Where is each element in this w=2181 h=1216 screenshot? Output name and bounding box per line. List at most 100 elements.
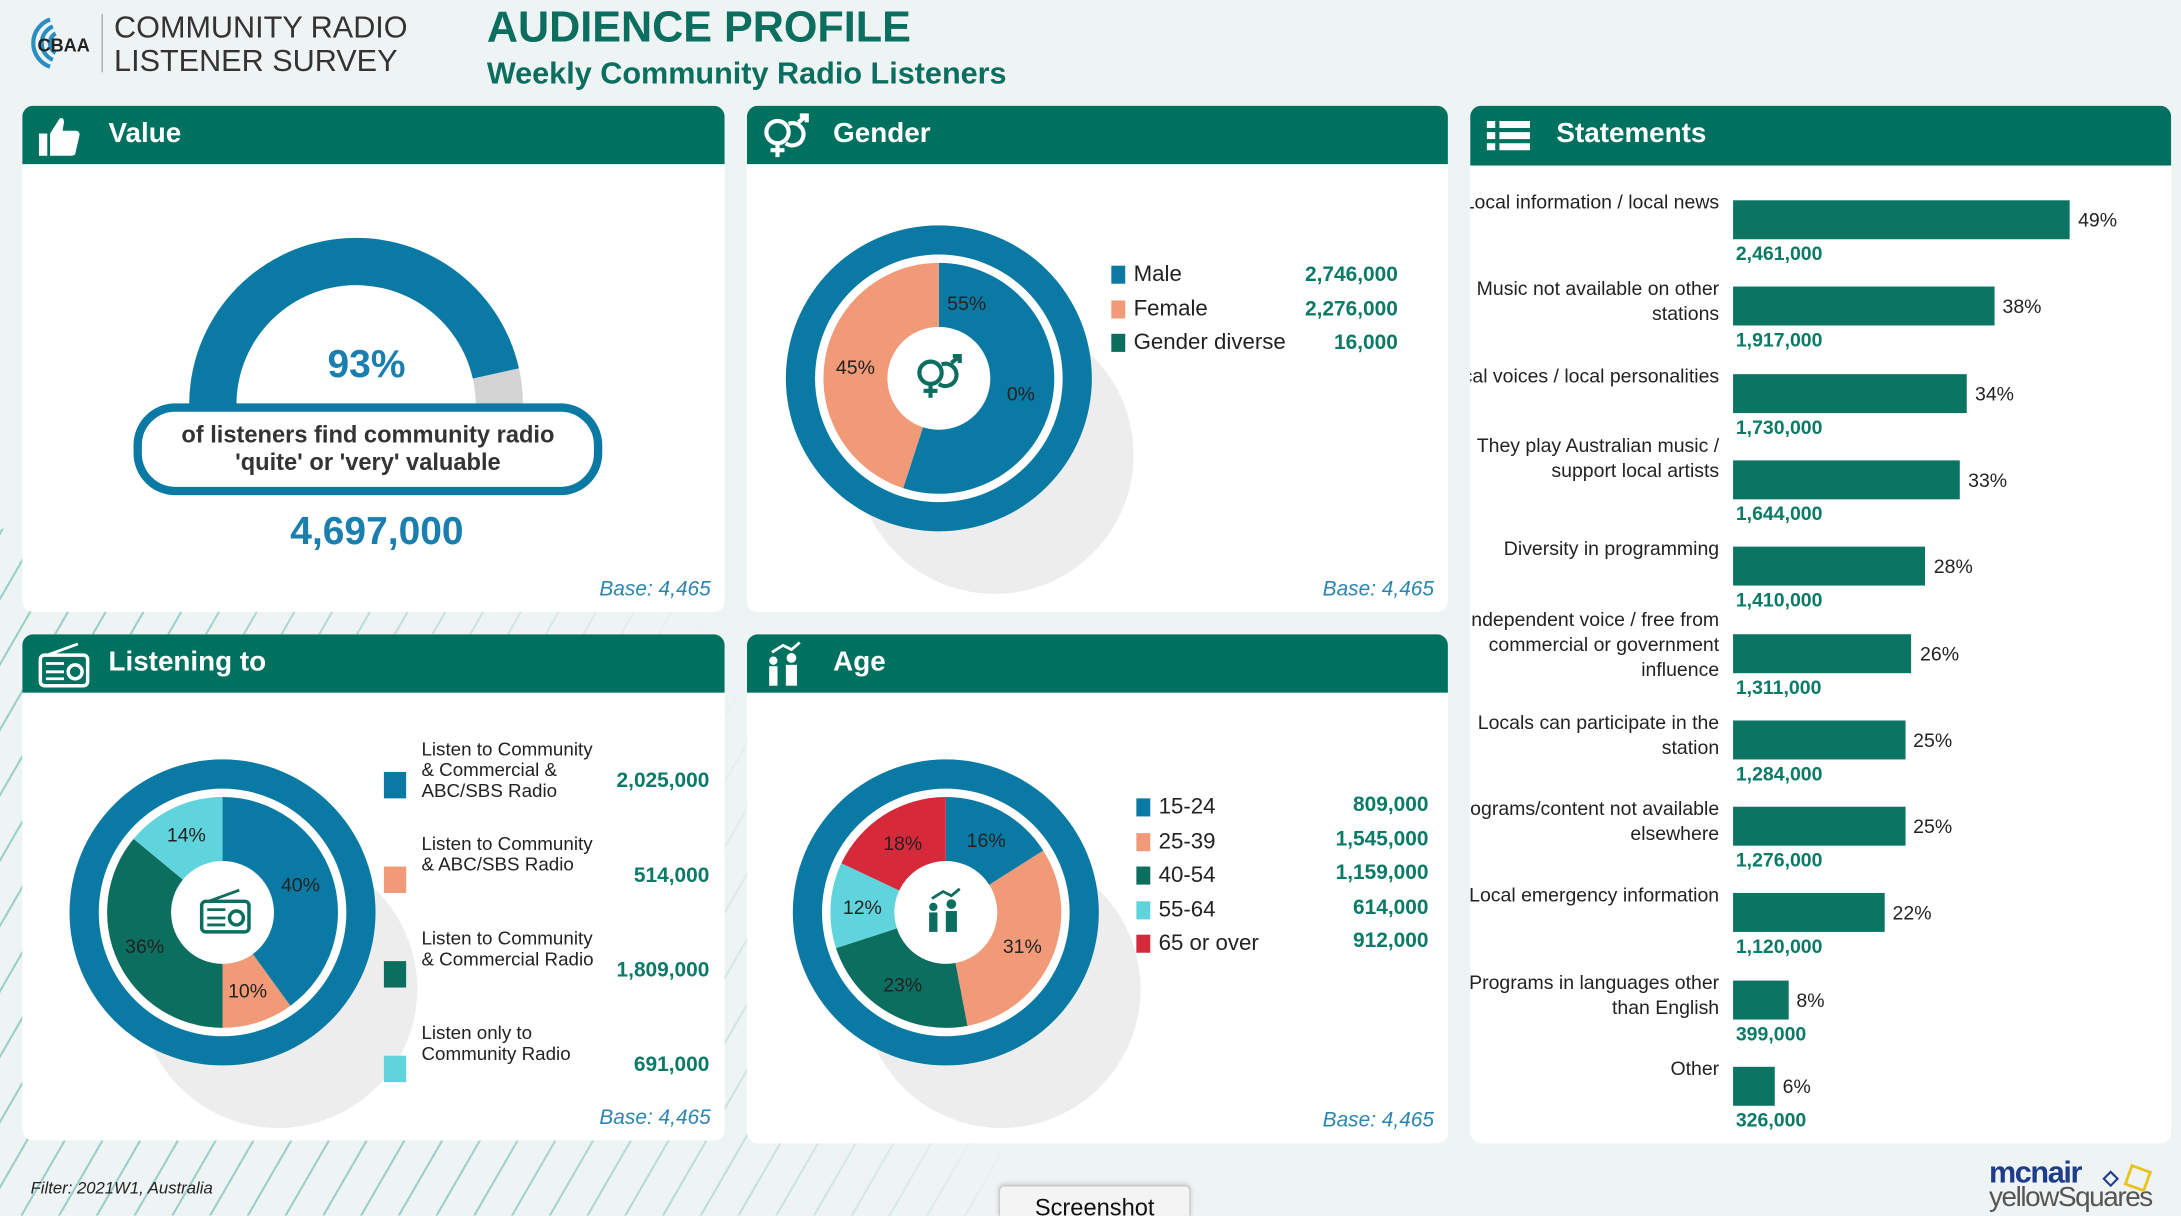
screenshot-button[interactable]: Screenshot — [998, 1185, 1191, 1216]
statement-label: Music not available on other stations — [1476, 277, 1720, 325]
legend-swatch — [383, 961, 407, 988]
listening-donut-chart: 40% 10% 36% 14% — [69, 759, 418, 1129]
gender-header: Gender — [746, 105, 1448, 165]
legend-label: Listen to Community & ABC/SBS Radio — [421, 833, 593, 875]
statement-count: 2,461,000 — [1735, 242, 1823, 265]
legend-label: Listen only to Community Radio — [421, 1022, 571, 1065]
value-statement-box: of listeners find community radio 'quite… — [133, 403, 603, 496]
statement-label: Independent voice / free from commercial… — [1470, 607, 1720, 680]
statement-bar — [1733, 460, 1960, 500]
family-growth-icon — [769, 641, 801, 686]
legend-value: 2,276,000 — [1305, 296, 1398, 321]
legend-value: 514,000 — [633, 863, 710, 888]
donut-slice — [107, 838, 223, 1028]
legend-swatch — [1136, 798, 1151, 817]
cbaa-logo: CBAA — [31, 17, 90, 69]
legend-swatch — [1136, 934, 1151, 953]
mcnair-logo: mcnair yellowSquares — [1988, 1154, 2153, 1213]
slice-label: 55% — [947, 293, 986, 315]
statement-label: Local voices / local personalities — [1470, 363, 1720, 387]
listening-base: Base: 4,465 — [599, 1105, 711, 1130]
slice-label: 36% — [125, 936, 164, 958]
slice-label: 23% — [883, 975, 922, 997]
donut-slice — [222, 796, 338, 1006]
survey-line-2: LISTENER SURVEY — [114, 43, 398, 78]
legend-value: 2,025,000 — [616, 769, 710, 793]
statement-label: Locals can participate in the station — [1477, 710, 1720, 758]
slice-label: 10% — [228, 980, 267, 1002]
legend-swatch — [1111, 333, 1126, 352]
legend-value: 809,000 — [1353, 792, 1429, 817]
statement-count: 1,410,000 — [1735, 588, 1823, 611]
statement-bar — [1733, 373, 1967, 413]
statement-percent: 38% — [2002, 295, 2042, 318]
legend-label: Listen to Community & Commercial Radio — [421, 927, 594, 970]
legend-swatch — [1111, 299, 1126, 318]
survey-name: COMMUNITY RADIO LISTENER SURVEY — [114, 9, 408, 78]
statement-count: 1,644,000 — [1735, 501, 1823, 525]
statement-label: They play Australian music / support loc… — [1476, 433, 1720, 482]
slice-label: 18% — [883, 833, 922, 855]
value-count: 4,697,000 — [290, 509, 464, 553]
statement-count: 326,000 — [1735, 1108, 1807, 1131]
statements-panel: Statements Local information / local new… — [1470, 105, 2172, 1144]
statement-percent: 49% — [2078, 208, 2118, 231]
age-donut-chart: 16% 31% 23% 12% 18% — [792, 759, 1141, 1129]
slice-label: 0% — [1007, 384, 1035, 406]
slice-label: 40% — [281, 875, 320, 897]
statement-label: Local information / local news — [1470, 190, 1720, 213]
statement-count: 1,284,000 — [1735, 761, 1823, 785]
gauge-fill — [189, 237, 519, 405]
legend-value: 1,545,000 — [1335, 826, 1429, 851]
age-title: Age — [833, 646, 886, 678]
legend-swatch — [383, 771, 407, 799]
value-text-1: of listeners find community radio — [181, 421, 555, 448]
radio-icon — [38, 642, 90, 688]
list-icon — [1486, 121, 1530, 151]
legend-swatch — [1136, 866, 1151, 885]
page-subtitle: Weekly Community Radio Listeners — [486, 55, 1007, 91]
gender-panel: Gender 55% 45% 0% Male 2,746,000 Female 2,… — [746, 105, 1448, 612]
value-header: Value — [22, 105, 725, 165]
statement-percent: 22% — [1892, 901, 1932, 925]
legend-label: Female — [1133, 296, 1208, 321]
donut-center — [894, 860, 998, 964]
listening-panel: Listening to 40% 10% 36% 14% Listen to Comm… — [22, 634, 725, 1141]
statement-label: Diversity in programming — [1503, 537, 1720, 560]
statements-title: Statements — [1556, 118, 1707, 149]
statement-count: 1,120,000 — [1735, 935, 1823, 958]
statement-bar — [1733, 980, 1789, 1020]
statement-bar — [1733, 286, 1995, 326]
statement-label: Programs/content not available elsewhere — [1470, 797, 1720, 845]
legend-label: Listen to Community & Commercial & ABC/S… — [421, 738, 593, 802]
statement-bar — [1733, 893, 1885, 933]
value-title: Value — [108, 118, 182, 149]
gender-base: Base: 4,465 — [1322, 577, 1435, 601]
value-base: Base: 4,465 — [599, 577, 711, 601]
family-growth-icon — [929, 887, 961, 932]
gauge-remainder — [472, 368, 523, 405]
legend-label: 55-64 — [1158, 897, 1216, 922]
legend-value: 912,000 — [1353, 929, 1429, 953]
slice-label: 14% — [167, 824, 206, 846]
statement-bar — [1733, 806, 1905, 846]
statement-bar — [1733, 1066, 1775, 1106]
statement-bar — [1733, 720, 1905, 760]
legend-value: 2,746,000 — [1305, 262, 1398, 287]
slice-label: 12% — [843, 897, 882, 919]
statement-percent: 33% — [1968, 468, 2008, 491]
thumbs-up-icon — [38, 117, 80, 156]
legend-value: 691,000 — [633, 1052, 710, 1077]
survey-line-1: COMMUNITY RADIO — [114, 9, 408, 45]
legend-label: Gender diverse — [1133, 331, 1286, 355]
listening-title: Listening to — [108, 646, 267, 678]
gender-icon — [764, 113, 809, 158]
donut-center — [171, 860, 275, 964]
radio-icon — [199, 888, 251, 934]
listening-header: Listening to — [22, 634, 725, 693]
statement-count: 1,276,000 — [1735, 848, 1823, 871]
legend-swatch — [383, 1055, 407, 1083]
statement-count: 1,917,000 — [1735, 328, 1823, 351]
legend-label: 25-39 — [1158, 829, 1216, 854]
